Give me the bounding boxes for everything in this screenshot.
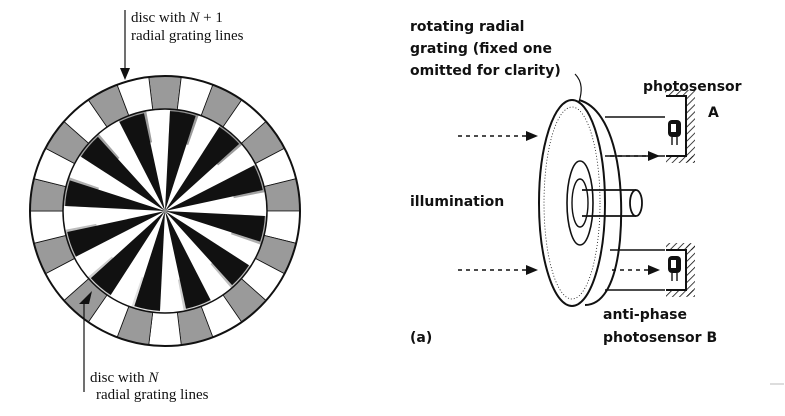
inner-disc-rim <box>62 108 268 314</box>
grating-label-line1: rotating radial <box>410 19 524 35</box>
inner-grating-line <box>165 165 263 211</box>
label-disc-n: disc with N radial grating lines <box>79 291 209 403</box>
svg-text:disc with N + 1: disc with N + 1 <box>131 10 223 26</box>
label-top-var: N <box>188 10 200 26</box>
shaft-outline <box>582 189 636 217</box>
arrowhead-bottom <box>79 291 92 304</box>
label-bottom-line2: radial grating lines <box>96 387 209 403</box>
grating-leader <box>574 73 582 103</box>
grating-disc-edge <box>578 99 623 306</box>
inner-grating-line <box>165 127 240 211</box>
label-top-line1: disc with <box>131 10 189 26</box>
grating-label-line2: grating (fixed one <box>410 41 552 57</box>
mount-hatch-a <box>686 96 695 162</box>
inner-grating-line <box>165 111 196 211</box>
grating-label-line3: omitted for clarity) <box>410 63 561 79</box>
inner-disc-n <box>63 109 267 313</box>
sensor-b-label-line2: photosensor B <box>603 330 717 346</box>
photosensor-b <box>605 243 695 297</box>
label-bottom-var: N <box>147 370 159 386</box>
inner-grating-line <box>165 211 211 309</box>
label-top-suffix: + 1 <box>199 10 222 26</box>
photosensor-a <box>605 90 696 163</box>
label-disc-n-plus-1: disc with N + 1 radial grating lines <box>120 10 244 80</box>
outer-clear-segment <box>148 311 182 347</box>
inner-grating-line <box>134 211 165 311</box>
inner-grating-line <box>165 211 265 242</box>
outer-disc-rim <box>29 75 301 347</box>
encoder-assembly: rotating radial grating (fixed one omitt… <box>410 19 742 346</box>
label-top-line2: radial grating lines <box>131 28 244 44</box>
hub-inner <box>571 178 589 228</box>
inner-grating-line <box>90 211 165 295</box>
inner-grating-line <box>81 136 165 211</box>
sensor-a-label: photosensor <box>643 79 742 95</box>
grating-disc-texture <box>543 106 601 300</box>
panel-label: (a) <box>410 330 432 346</box>
label-bottom-line1: disc with <box>90 370 148 386</box>
shaft-end <box>629 189 643 217</box>
inner-grating-line <box>119 113 165 211</box>
outer-grating-segment <box>148 75 182 111</box>
radial-grating-discs <box>29 75 301 347</box>
sensor-a-letter: A <box>708 105 719 121</box>
svg-text:disc with N: disc with N <box>90 370 159 386</box>
inner-grating-line <box>67 211 165 257</box>
sensor-b-label-line1: anti-phase <box>603 307 687 323</box>
arrowhead-top <box>120 68 130 80</box>
illumination-beam-bottom <box>458 265 660 275</box>
illumination-label: illumination <box>410 194 504 210</box>
inner-grating-line <box>165 211 249 286</box>
mount-hatch-b <box>686 244 695 296</box>
inner-grating-line <box>65 180 165 211</box>
